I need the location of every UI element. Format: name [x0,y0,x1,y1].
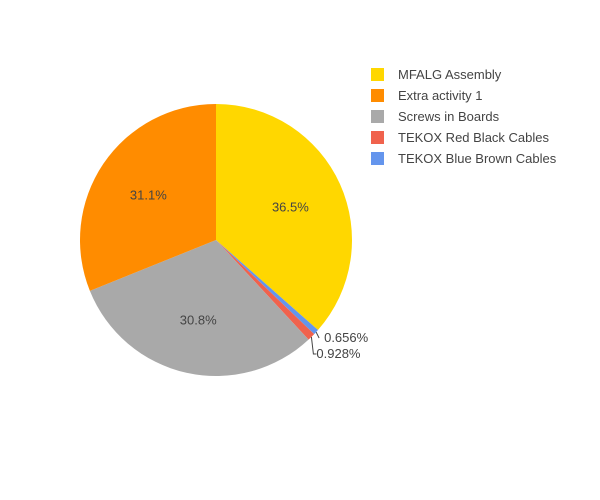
slice-label-mfalg-assembly: 36.5% [272,199,309,214]
pie-slice-mfalg-assembly[interactable] [216,104,352,330]
legend: MFALG Assembly Extra activity 1 Screws in … [371,67,557,166]
slice-labels: 36.5% 0.656%0.928% 30.8% 31.1% [130,187,369,361]
slice-label-screws-in-boards: 30.8% [180,313,217,328]
legend-label-tekox-blue-brown-cables[interactable]: TEKOX Blue Brown Cables [398,151,557,166]
legend-label-extra-activity-1[interactable]: Extra activity 1 [398,88,483,103]
legend-label-mfalg-assembly[interactable]: MFALG Assembly [398,67,502,82]
legend-swatch-tekox-red-black-cables[interactable] [371,131,384,144]
legend-swatch-mfalg-assembly[interactable] [371,68,384,81]
pie-slices [80,104,352,376]
slice-label-tekox-blue-brown-cables: 0.656% [324,330,369,345]
legend-label-tekox-red-black-cables[interactable]: TEKOX Red Black Cables [398,130,550,145]
slice-label-extra-activity-1: 31.1% [130,187,167,202]
legend-swatch-screws-in-boards[interactable] [371,110,384,123]
pie-slice-tekox-red-black-cables[interactable] [216,240,315,340]
leader-line-tekox-blue-brown-cables [315,331,320,339]
slice-label-tekox-red-black-cables: 0.928% [316,346,361,361]
legend-swatch-tekox-blue-brown-cables[interactable] [371,152,384,165]
leader-line-tekox-red-black-cables [310,336,317,355]
pie-slice-screws-in-boards[interactable] [89,240,309,376]
legend-swatch-extra-activity-1[interactable] [371,89,384,102]
pie-slice-tekox-blue-brown-cables[interactable] [216,240,318,335]
pie-slice-extra-activity-1[interactable] [80,104,217,291]
legend-label-screws-in-boards[interactable]: Screws in Boards [398,109,500,124]
